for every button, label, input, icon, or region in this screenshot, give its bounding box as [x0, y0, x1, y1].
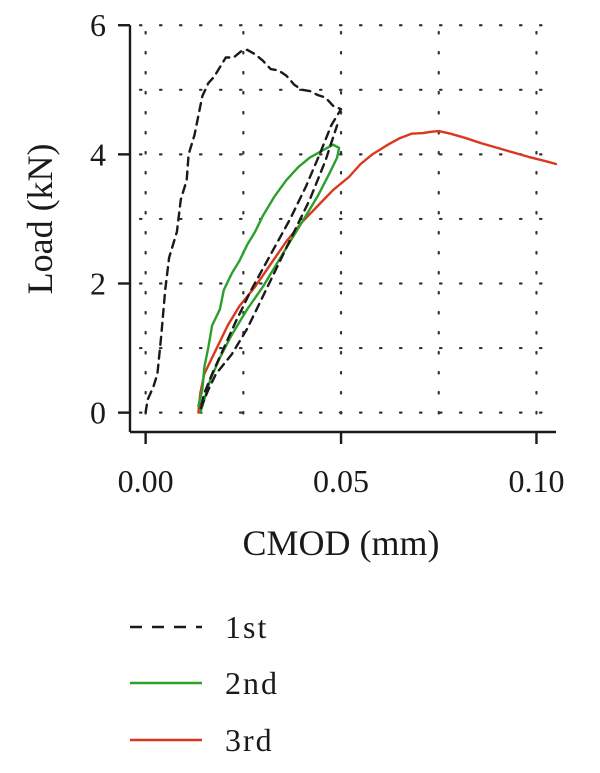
- legend-label-3rd: 3rd: [225, 722, 274, 758]
- legend: 1st 2nd 3rd: [130, 609, 279, 758]
- tick-labels: 0 2 4 6 0.00 0.05 0.10: [90, 7, 564, 499]
- series-line-2nd: [197, 143, 341, 414]
- legend-label-1st: 1st: [225, 609, 268, 645]
- axes: [118, 24, 556, 444]
- y-tick-label: 6: [90, 7, 106, 43]
- series-line-1st: [144, 48, 343, 414]
- y-axis-label: Load (kN): [20, 143, 60, 294]
- legend-label-2nd: 2nd: [225, 665, 279, 701]
- y-tick-label: 2: [90, 265, 106, 301]
- y-tick-label: 0: [90, 395, 106, 431]
- series-line-3rd: [197, 129, 558, 414]
- grid: [138, 24, 558, 434]
- y-tick-label: 4: [90, 136, 106, 172]
- x-tick-label: 0.00: [118, 463, 174, 499]
- series-lines: [144, 48, 558, 414]
- x-tick-label: 0.05: [313, 463, 369, 499]
- x-tick-label: 0.10: [508, 463, 564, 499]
- x-axis-label: CMOD (mm): [243, 523, 440, 563]
